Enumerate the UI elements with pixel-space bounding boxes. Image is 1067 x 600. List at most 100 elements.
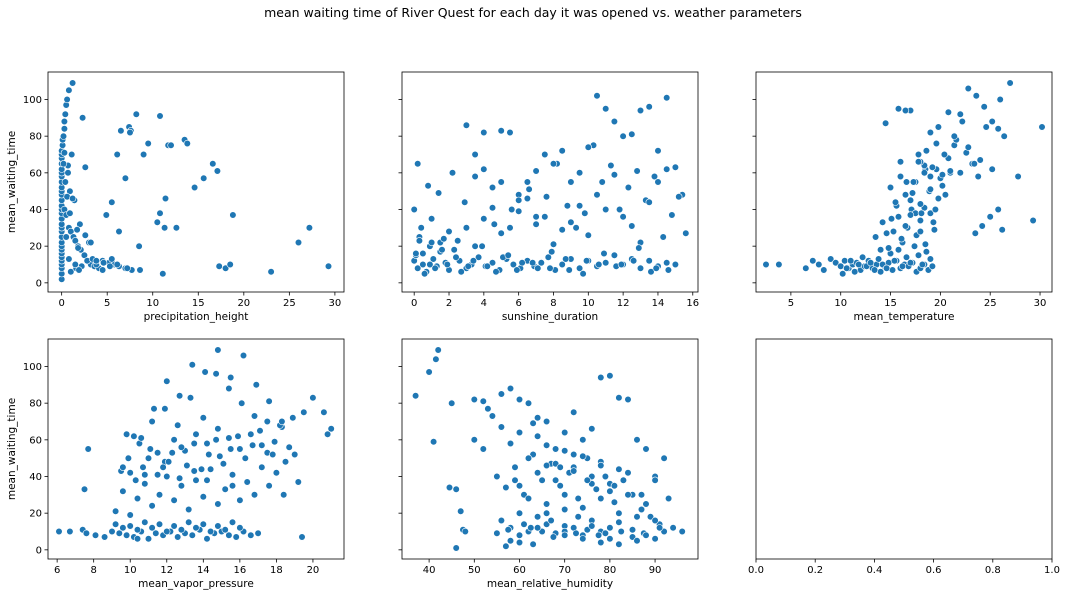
- data-point: [543, 501, 550, 508]
- x-tick-label: 25: [984, 298, 997, 309]
- subplot-6: 0.0 0.2 0.4 0.6 0.8 1.0: [748, 339, 1060, 576]
- x-tick-label: 90: [649, 565, 662, 576]
- data-point: [941, 151, 948, 158]
- x-tick-label: 0.6: [926, 565, 942, 576]
- data-point: [494, 530, 501, 537]
- data-point: [921, 170, 928, 177]
- data-point: [885, 245, 892, 252]
- data-point: [573, 225, 580, 232]
- data-point: [611, 482, 618, 489]
- data-point: [957, 111, 964, 118]
- data-point: [643, 532, 650, 539]
- x-tick-label: 14: [197, 565, 210, 576]
- x-axis-label: sunshine_duration: [502, 311, 598, 323]
- y-tick-label: 100: [23, 362, 42, 373]
- data-point: [634, 168, 641, 175]
- data-point: [995, 206, 1002, 213]
- data-point: [847, 258, 854, 265]
- data-point: [575, 514, 582, 521]
- data-point: [498, 179, 505, 186]
- data-point: [989, 118, 996, 125]
- x-tick-label: 14: [652, 298, 665, 309]
- data-point: [100, 259, 107, 266]
- data-point: [589, 523, 596, 530]
- data-point: [291, 451, 298, 458]
- data-point: [151, 405, 158, 412]
- data-point: [237, 446, 244, 453]
- data-point: [248, 532, 255, 539]
- data-point: [660, 234, 667, 241]
- data-point: [669, 212, 676, 219]
- data-point: [189, 361, 196, 368]
- x-tick-label: 15: [192, 298, 205, 309]
- x-tick-label: 0: [411, 298, 417, 309]
- data-point: [525, 495, 532, 502]
- data-point: [79, 115, 86, 122]
- data-point: [81, 486, 88, 493]
- data-point: [593, 486, 600, 493]
- data-point: [895, 247, 902, 254]
- data-point: [965, 144, 972, 151]
- data-point: [616, 541, 623, 548]
- data-point: [927, 173, 934, 180]
- data-point: [543, 418, 550, 425]
- data-point: [109, 199, 116, 206]
- data-point: [526, 186, 533, 193]
- data-point: [60, 160, 67, 167]
- data-point: [981, 104, 988, 111]
- data-point: [420, 250, 427, 257]
- data-point: [559, 226, 566, 233]
- data-point: [676, 193, 683, 200]
- data-point: [594, 192, 601, 199]
- y-axis-label: mean_waiting_time: [6, 131, 18, 233]
- data-point: [124, 265, 131, 272]
- data-point: [575, 495, 582, 502]
- data-point: [295, 239, 302, 246]
- data-point: [222, 486, 229, 493]
- data-point: [580, 536, 587, 543]
- data-point: [427, 261, 434, 268]
- data-point: [481, 166, 488, 173]
- data-point: [266, 482, 273, 489]
- data-point: [999, 226, 1006, 233]
- data-point: [215, 426, 222, 433]
- y-tick-label: 60: [29, 168, 42, 179]
- data-point: [453, 486, 460, 493]
- data-point: [837, 263, 844, 270]
- data-point: [248, 431, 255, 438]
- x-tick-label: 8: [550, 298, 556, 309]
- data-point: [1015, 173, 1022, 180]
- data-point: [213, 437, 220, 444]
- y-tick-label: 80: [29, 399, 42, 410]
- data-point: [169, 449, 176, 456]
- data-point: [131, 433, 138, 440]
- data-point: [683, 230, 690, 237]
- data-point: [561, 429, 568, 436]
- data-point: [233, 534, 240, 541]
- subplot-grid: 0 5 10 15 20 25 30020406080100precipitation_he…: [6, 72, 1060, 590]
- data-point: [582, 210, 589, 217]
- data-point: [112, 521, 119, 528]
- data-point: [616, 206, 623, 213]
- data-point: [979, 223, 986, 230]
- data-point: [171, 437, 178, 444]
- data-point: [481, 129, 488, 136]
- data-point: [1007, 80, 1014, 87]
- data-point: [428, 239, 435, 246]
- data-point: [226, 435, 233, 442]
- data-point: [679, 528, 686, 535]
- data-point: [607, 488, 614, 495]
- x-tick-label: 30: [1034, 298, 1047, 309]
- data-point: [120, 488, 127, 495]
- data-point: [516, 482, 523, 489]
- data-point: [132, 477, 139, 484]
- data-point: [932, 206, 939, 213]
- data-point: [1030, 217, 1037, 224]
- data-point: [903, 179, 910, 186]
- data-point: [580, 453, 587, 460]
- data-point: [426, 369, 433, 376]
- data-point: [215, 523, 222, 530]
- data-point: [611, 118, 618, 125]
- data-point: [191, 468, 198, 475]
- data-point: [611, 499, 618, 506]
